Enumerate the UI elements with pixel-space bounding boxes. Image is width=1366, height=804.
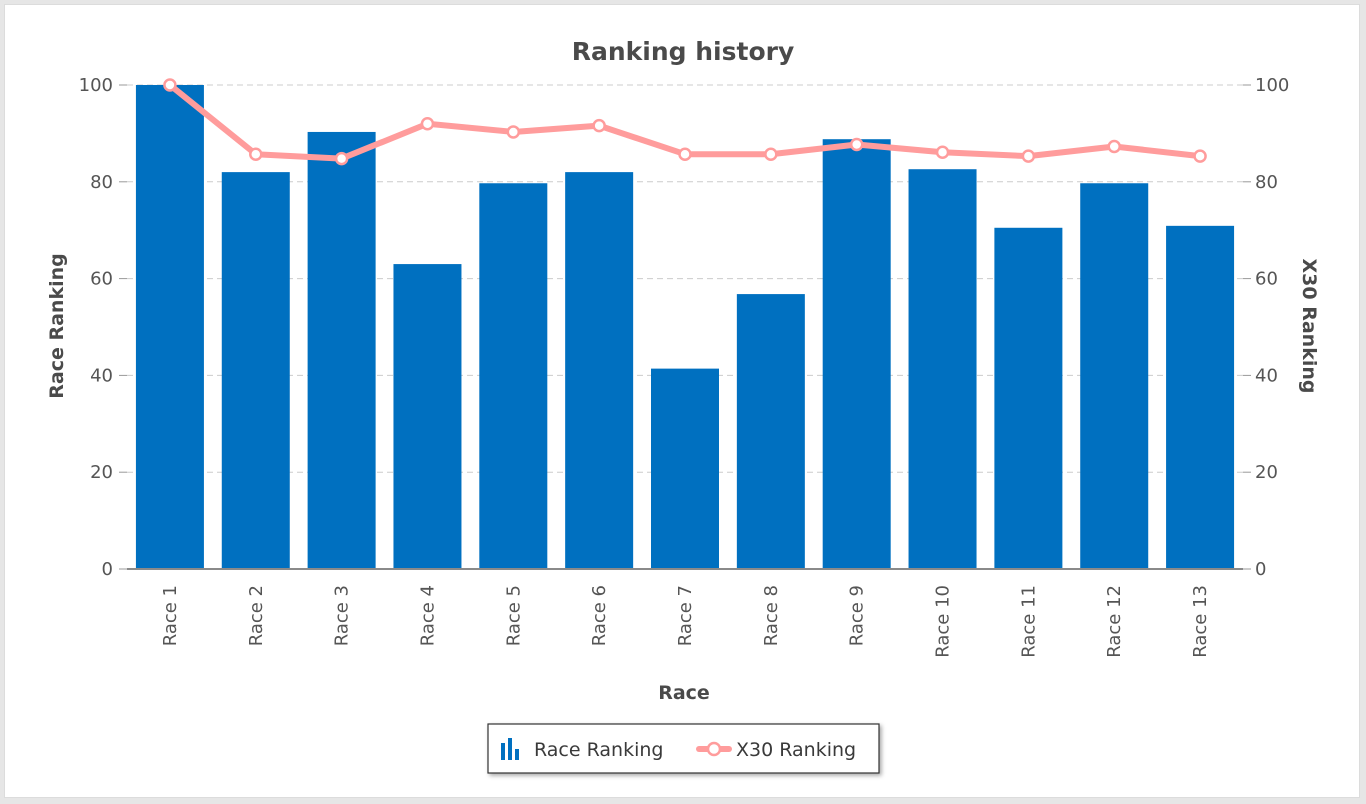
line-point — [1107, 139, 1121, 154]
line-point — [592, 118, 606, 133]
axes: 0 20 40 60 80 100 0 20 40 60 80 100 Race 1 Race 2 Race… — [79, 75, 1290, 658]
bar — [1080, 183, 1149, 569]
y-tick-label: 80 — [90, 172, 113, 193]
bar — [221, 172, 290, 569]
y2-tick-label: 60 — [1255, 269, 1278, 290]
bar — [565, 172, 634, 569]
line-point — [678, 147, 692, 161]
line-point — [849, 137, 864, 152]
line-series — [163, 78, 1207, 166]
x-tick-label: Race 8 — [761, 585, 782, 646]
bar-chart-icon — [501, 738, 519, 760]
line-marker-icon — [696, 741, 732, 757]
y-tick-label: 20 — [90, 462, 113, 483]
bar — [393, 264, 462, 569]
bar — [307, 131, 376, 569]
y-axis-title: Race Ranking — [46, 253, 68, 398]
line-point — [1193, 149, 1207, 163]
bar — [135, 85, 204, 569]
line-point — [506, 125, 521, 139]
y-tick-label: 0 — [102, 559, 113, 580]
legend-item-x30-ranking[interactable]: X30 Ranking — [696, 739, 856, 761]
legend-label-x30-ranking: X30 Ranking — [736, 739, 856, 761]
x-tick-label: Race 1 — [160, 585, 181, 646]
line-point — [334, 151, 349, 166]
line-point — [249, 147, 263, 161]
x-axis-title: Race — [658, 682, 710, 704]
legend-box — [487, 723, 880, 774]
line-point — [764, 147, 778, 161]
bar — [736, 294, 805, 569]
y2-tick-label: 40 — [1255, 365, 1278, 386]
legend-label-race-ranking: Race Ranking — [534, 739, 663, 761]
chart-title: Ranking history — [572, 37, 795, 66]
y-tick-label: 60 — [90, 269, 113, 290]
x-tick-label: Race 6 — [589, 585, 610, 646]
y2-tick-label: 20 — [1255, 462, 1278, 483]
x-tick-label: Race 11 — [1018, 585, 1039, 658]
x-tick-label: Race 2 — [246, 585, 267, 646]
y2-tick-label: 0 — [1255, 559, 1266, 580]
y2-axis-title: X30 Ranking — [1298, 259, 1320, 394]
bar — [908, 169, 977, 569]
line-point — [420, 116, 435, 131]
x-tick-label: Race 4 — [417, 585, 438, 646]
ranking-chart: 0 20 40 60 80 100 0 20 40 60 80 100 Race 1 Race 2 Race… — [46, 37, 1320, 774]
bar — [822, 139, 891, 569]
legend-item-race-ranking[interactable]: Race Ranking — [501, 738, 663, 761]
bar — [994, 227, 1063, 569]
x-tick-label: Race 13 — [1190, 585, 1211, 658]
bar-series — [135, 85, 1235, 569]
x-tick-label: Race 9 — [847, 585, 868, 646]
line-point — [163, 78, 177, 92]
x-tick-label: Race 7 — [675, 585, 696, 646]
y-tick-label: 40 — [90, 365, 113, 386]
chart-container: 0 20 40 60 80 100 0 20 40 60 80 100 Race 1 Race 2 Race… — [4, 4, 1360, 798]
y2-tick-label: 100 — [1255, 75, 1289, 96]
x-tick-label: Race 10 — [933, 585, 954, 658]
line-point — [1021, 149, 1036, 163]
bar — [479, 183, 548, 569]
y2-tick-label: 80 — [1255, 172, 1278, 193]
bar — [651, 368, 719, 569]
y-tick-label: 100 — [79, 75, 113, 96]
x-tick-label: Race 5 — [503, 585, 524, 646]
x-tick-label: Race 12 — [1104, 585, 1125, 658]
line-point — [935, 145, 950, 160]
legend: Race Ranking X30 Ranking — [487, 723, 880, 774]
x-tick-label: Race 3 — [332, 585, 353, 646]
bar — [1166, 225, 1235, 569]
